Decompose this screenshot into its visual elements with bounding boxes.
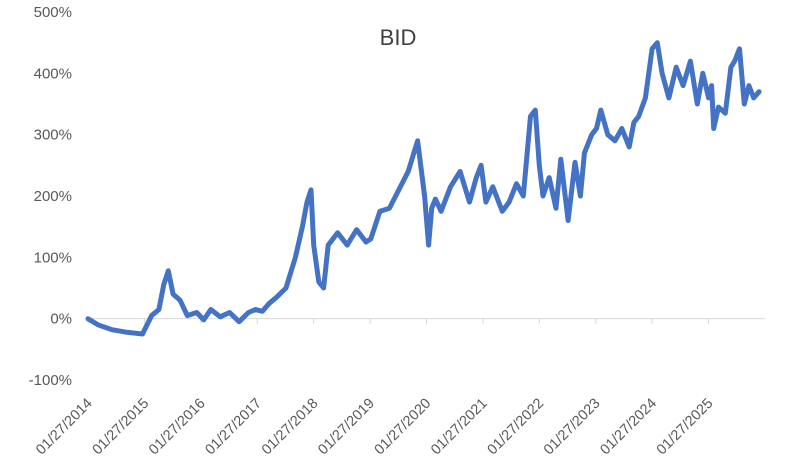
x-axis-tick-marks xyxy=(87,318,710,324)
x-tick-label: 01/27/2018 xyxy=(259,396,322,459)
y-tick-label: 0% xyxy=(50,311,72,328)
y-tick-label: 500% xyxy=(34,4,72,21)
x-tick-label: 01/27/2022 xyxy=(485,396,548,459)
x-tick-label: 01/27/2023 xyxy=(541,396,604,459)
chart-title: BID xyxy=(380,25,417,50)
y-tick-label: 300% xyxy=(34,127,72,144)
y-tick-label: 200% xyxy=(34,188,72,205)
x-tick-label: 01/27/2016 xyxy=(146,396,209,459)
x-tick-label: 01/27/2025 xyxy=(654,396,717,459)
x-tick-label: 01/27/2014 xyxy=(33,396,96,459)
y-tick-label: 100% xyxy=(34,249,72,266)
x-tick-label: 01/27/2024 xyxy=(597,396,660,459)
y-axis-tick-labels: 500% 400% 300% 200% 100% 0% -100% xyxy=(29,4,72,389)
x-tick-label: 01/27/2020 xyxy=(372,396,435,459)
x-tick-label: 01/27/2021 xyxy=(428,396,491,459)
series-line-bid xyxy=(85,40,762,337)
x-tick-label: 01/27/2017 xyxy=(202,396,265,459)
y-tick-label: 400% xyxy=(34,65,72,82)
x-tick-label: 01/27/2019 xyxy=(315,396,378,459)
x-tick-label: 01/27/2015 xyxy=(90,396,153,459)
y-tick-label: -100% xyxy=(29,372,72,389)
x-axis-tick-labels: 01/27/201401/27/201501/27/201601/27/2017… xyxy=(33,396,716,459)
